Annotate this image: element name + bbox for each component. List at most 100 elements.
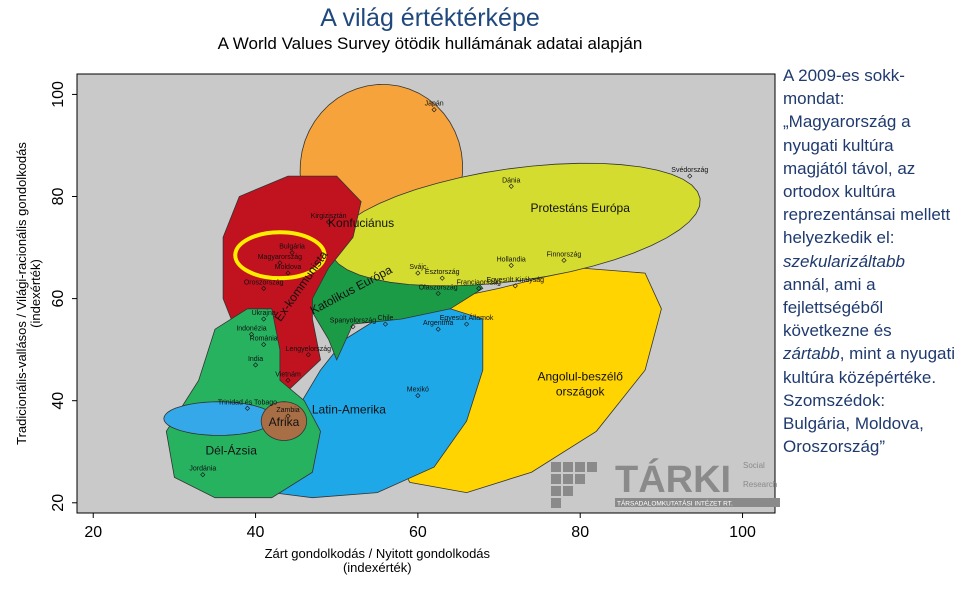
side-quote-em1: szekularizáltabb [783,251,905,271]
x-tick-label: 60 [409,524,427,541]
x-axis-label-line: Zárt gondolkodás / Nyitott gondolkodás [265,546,491,561]
point-marker [289,250,295,256]
data-point: Finnország [547,251,581,263]
y-axis-label-line: (indexérték) [28,259,43,328]
data-point: Chile [377,315,394,327]
logo-block [551,474,561,484]
point-label: Románia [250,336,278,343]
point-label: Oroszország [244,279,284,286]
data-point: Egyesült Államok [440,313,494,327]
data-point: Vietnám [275,371,301,383]
side-quote: A 2009-es sokk-mondat: „Magyarország a n… [783,64,955,458]
logo-block [563,486,573,496]
point-label: Mexikó [407,387,429,394]
data-point: Argentína [423,320,453,332]
point-label: Vietnám [275,371,301,378]
region-label: Konfuciánus [328,216,394,230]
data-point: Ukrajna [252,310,276,322]
point-marker [261,285,267,291]
point-marker [285,413,291,419]
point-marker [508,183,514,189]
logo-side-text: Research [743,480,777,489]
chart-subtitle: A World Values Survey ötödik hullámának … [217,34,643,53]
data-point: Japán [425,101,444,113]
data-point: Dánia [502,177,520,189]
point-marker [464,321,470,327]
point-label: Egyesült Államok [440,313,494,322]
point-marker [512,283,518,289]
point-marker [561,257,567,263]
logo-block [563,462,573,472]
point-label: Franciaország [457,279,501,286]
point-marker [253,362,259,368]
cultural-regions [163,84,701,499]
point-marker [200,472,206,478]
point-marker [285,270,291,276]
logo-block [575,474,585,484]
point-marker [431,107,437,113]
x-axis-label: Zárt gondolkodás / Nyitott gondolkodás (i… [265,546,491,575]
data-point: Oroszország [244,279,284,291]
data-point: Hollandia [497,256,526,268]
y-tick-label: 100 [50,81,67,108]
point-label: Japán [425,101,444,108]
point-label: Zambia [276,407,299,414]
data-point: Franciaország [457,279,501,291]
side-quote-em2: zártabb [783,344,840,364]
point-marker [261,316,267,322]
point-marker [326,219,332,225]
y-tick-label: 40 [50,392,67,410]
point-label: Svédország [671,167,708,174]
x-tick-label: 80 [571,524,589,541]
region-trinidad [163,401,275,436]
data-point: Jordánia [189,466,216,478]
data-point: Észtország [425,267,460,281]
point-marker [277,260,283,266]
logo-side-text: Centre [743,499,768,508]
point-label: Indonézia [236,325,266,332]
data-point: Olaszország [419,285,458,297]
world-values-chart: Japán Svédország Dánia Kirgizisztán Bulgária… [14,73,780,575]
data-point: Trinidad és Tobago [218,399,277,411]
data-point: Svédország [671,167,708,179]
logo-block [587,462,597,472]
axes: 20 40 60 80 100 20 40 60 80 100 Zárt gondolkodás /… [14,81,756,575]
point-label: Dánia [502,177,520,184]
data-point: Románia [250,336,278,348]
point-label: India [248,356,263,363]
logo-block [563,474,573,484]
point-marker [435,290,441,297]
region-label-line: Konfuciánus [328,216,394,230]
point-marker [350,324,356,330]
point-label: Hollandia [497,256,526,263]
point-label: Argentína [423,320,453,327]
hungary-highlight-ellipse [233,230,327,281]
data-point: Magyarország [258,254,302,266]
side-quote-p1: A 2009-es sokk-mondat: „Magyarország a n… [783,66,951,248]
data-point: India [248,356,263,368]
region-label-line: Protestáns Európa [531,201,631,215]
region-label-line: Latin-Amerika [312,402,386,416]
country-points: Japán Svédország Dánia Kirgizisztán Bulgária… [189,101,708,478]
x-tick-label: 20 [84,524,102,541]
region-label: Afrika [269,415,300,429]
y-axis-label-line: Tradicionális-vallásos / Világi-racionál… [14,142,29,445]
point-label: Lengyelország [286,346,332,353]
x-tick-label: 40 [247,524,265,541]
point-label: Ukrajna [252,310,276,317]
region-label-line: Angolul-beszélő [538,369,624,383]
chart-title: A világ értéktérképe [320,4,540,32]
logo-side-text: Social [743,461,765,470]
data-point: Spanyolország [330,318,376,330]
side-quote-p2: annál, ami a fejlettségéből következne é… [783,274,892,341]
point-label: Chile [377,315,393,322]
point-marker [508,262,514,268]
x-axis-label-line: (indexérték) [343,560,412,575]
region-afrika [260,401,308,441]
data-point: Zambia [276,407,300,419]
point-marker [305,352,311,358]
data-point: Indonézia [236,325,267,337]
point-label: Spanyolország [330,318,376,325]
point-marker [285,377,291,383]
